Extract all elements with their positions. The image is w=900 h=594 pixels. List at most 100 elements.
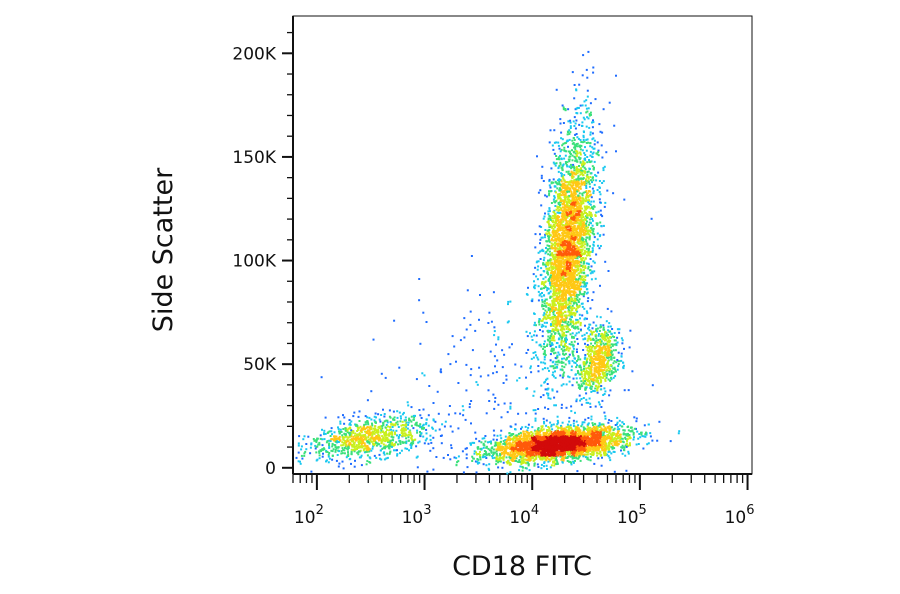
event-dot [608, 450, 611, 453]
event-dot [485, 457, 488, 459]
event-dot [543, 300, 546, 303]
event-dot [575, 133, 578, 135]
event-dot [602, 442, 605, 445]
event-dot [635, 443, 638, 446]
event-dot [547, 273, 550, 276]
event-dot [539, 445, 542, 447]
event-dot [587, 247, 590, 250]
event-dot [558, 344, 561, 347]
event-dot [555, 438, 557, 441]
event-dot [585, 142, 588, 144]
event-dot [618, 439, 621, 442]
event-dot [553, 444, 556, 447]
event-dot [554, 445, 557, 448]
event-dot [561, 224, 564, 227]
event-dot [568, 183, 571, 186]
event-dot [621, 452, 624, 455]
event-dot [576, 426, 579, 429]
event-dot [495, 448, 498, 451]
event-dot [604, 445, 607, 448]
event-dot [580, 227, 583, 230]
event-dot [552, 443, 555, 445]
event-dot [542, 250, 545, 253]
event-dot [556, 187, 559, 190]
event-dot [570, 450, 573, 453]
event-dot [525, 454, 528, 457]
event-dot [518, 459, 521, 461]
event-dot [495, 460, 498, 463]
event-dot [477, 453, 480, 455]
event-dot [534, 432, 537, 435]
event-dot [502, 457, 505, 460]
event-dot [590, 418, 593, 421]
event-dot [539, 448, 542, 451]
event-dot [488, 440, 491, 443]
event-dot [539, 242, 541, 245]
event-dot [605, 151, 608, 154]
event-dot [571, 359, 574, 362]
event-dot [562, 108, 565, 111]
event-dot [531, 454, 534, 457]
event-dot [573, 181, 575, 184]
event-dot [524, 425, 527, 428]
event-dot [577, 253, 580, 256]
event-dot [582, 442, 585, 445]
event-dot [566, 435, 569, 438]
event-dot [608, 432, 611, 435]
event-dot [586, 456, 589, 459]
event-dot [594, 444, 597, 447]
event-dot [541, 165, 544, 168]
event-dot [572, 460, 575, 463]
event-dot [580, 201, 583, 204]
event-dot [550, 423, 553, 426]
event-dot [495, 450, 498, 453]
event-dot [577, 427, 580, 430]
event-dot [566, 460, 569, 462]
event-dot [541, 442, 544, 445]
event-dot [554, 447, 557, 450]
event-dot [522, 458, 525, 461]
event-dot [532, 456, 534, 459]
event-dot [557, 432, 560, 435]
event-dot [600, 464, 603, 467]
event-dot [579, 112, 582, 115]
event-dot [557, 453, 560, 456]
event-dot [561, 335, 564, 338]
event-dot [585, 443, 588, 445]
event-dot [607, 450, 610, 453]
event-dot [569, 430, 572, 433]
event-dot [546, 440, 549, 443]
event-dot [500, 429, 503, 432]
event-dot [569, 302, 572, 305]
event-dot [558, 361, 561, 364]
event-dot [574, 428, 577, 431]
event-dot [487, 467, 490, 470]
event-dot [599, 444, 602, 447]
event-dot [558, 224, 561, 227]
event-dot [586, 171, 589, 173]
event-dot [548, 427, 551, 430]
event-dot [519, 441, 522, 444]
event-dot [587, 266, 590, 268]
event-dot [568, 445, 571, 448]
event-dot [595, 436, 597, 439]
event-dot [583, 227, 586, 230]
event-dot [582, 252, 585, 255]
event-dot [570, 192, 573, 195]
event-dot [535, 435, 538, 438]
event-dot [547, 439, 550, 442]
event-dot [584, 243, 587, 246]
event-dot [553, 442, 556, 445]
event-dot [502, 446, 505, 449]
event-dot [563, 344, 566, 347]
event-dot [560, 219, 563, 222]
event-dot [583, 118, 586, 121]
event-dot [547, 426, 550, 428]
event-dot [508, 461, 511, 464]
event-dot [578, 451, 580, 454]
event-dot [498, 446, 501, 449]
event-dot [588, 432, 591, 435]
event-dot [579, 443, 582, 446]
event-dot [593, 428, 596, 431]
event-dot [626, 444, 629, 447]
